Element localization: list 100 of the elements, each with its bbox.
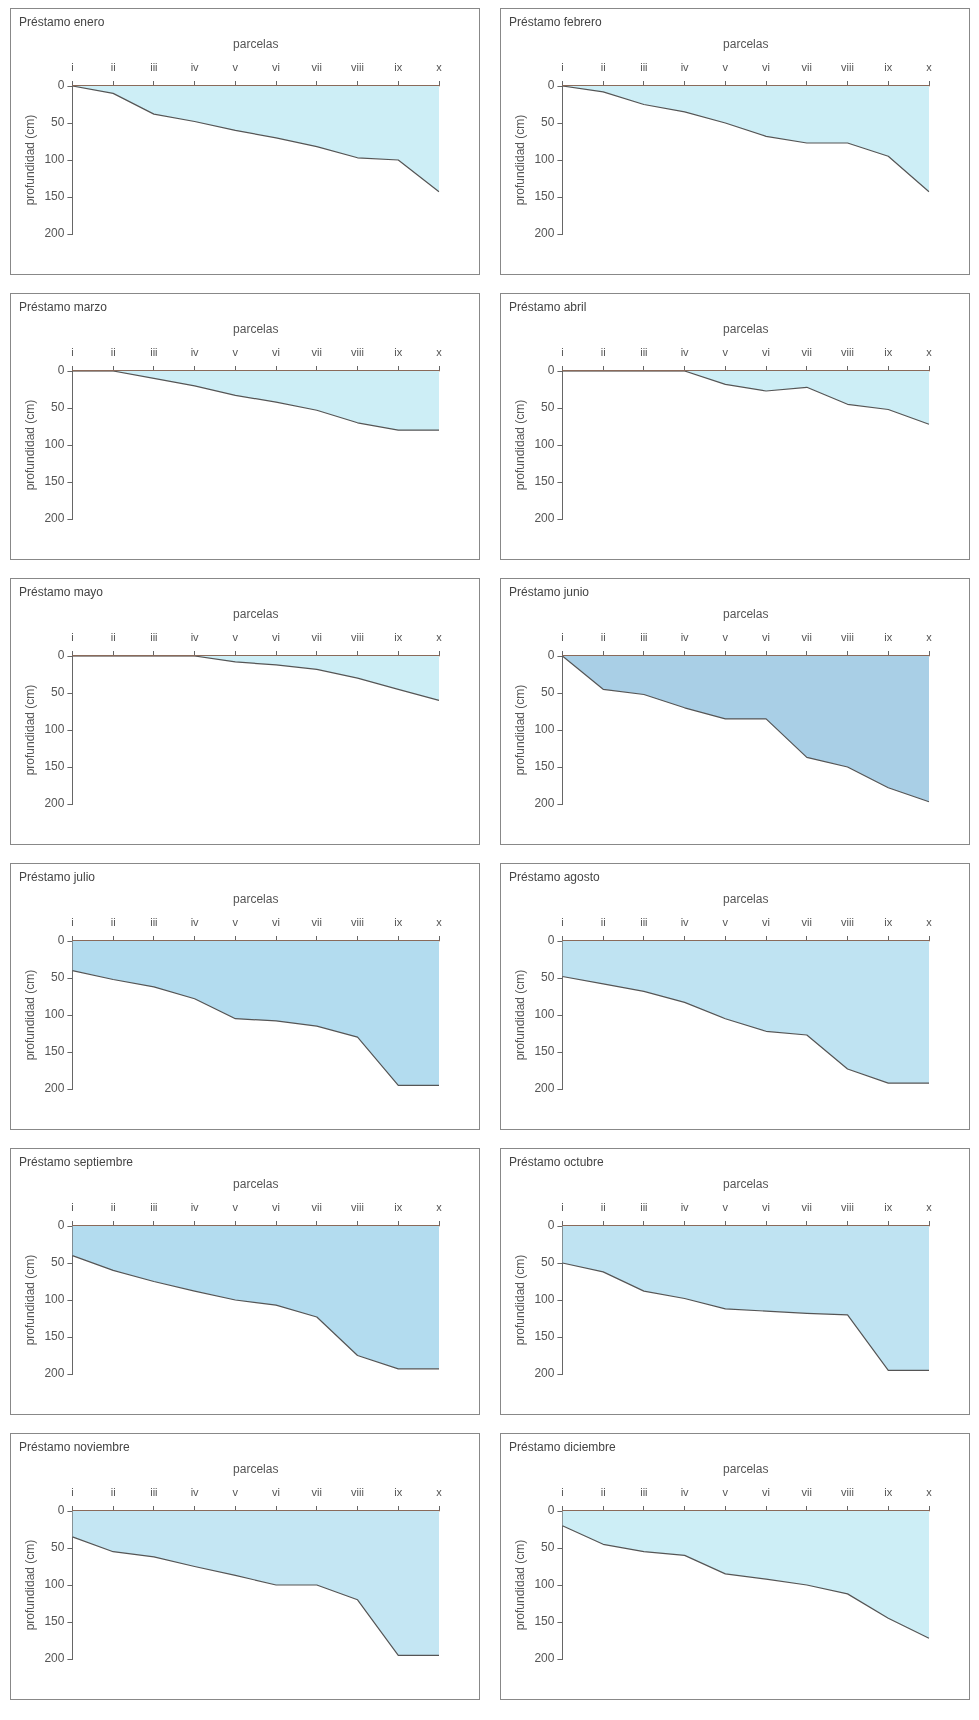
x-tick-label: iii: [150, 1201, 158, 1214]
x-tick-label: vii: [801, 1486, 812, 1499]
y-tick-label: 0: [547, 78, 555, 93]
x-tick-label: iv: [680, 631, 690, 644]
y-tick-label: 200: [44, 1081, 65, 1096]
y-tick-label: 0: [57, 933, 65, 948]
chart-title: Préstamo abril: [509, 299, 587, 314]
y-tick-label: 50: [51, 1540, 65, 1555]
y-tick-label: 50: [51, 685, 65, 700]
x-tick-label: iv: [190, 61, 200, 74]
y-tick-label: 200: [44, 796, 65, 811]
y-tick-label: 200: [534, 226, 555, 241]
x-tick-label: vii: [311, 61, 322, 74]
y-tick-label: 50: [541, 400, 555, 415]
y-tick-label: 100: [44, 437, 65, 452]
x-tick-label: v: [722, 346, 729, 359]
x-tick-label: ix: [884, 346, 893, 359]
x-tick-label: ix: [394, 61, 403, 74]
x-tick-label: vii: [801, 916, 812, 929]
x-axis-title: parcelas: [233, 891, 279, 906]
x-tick-label: vii: [801, 346, 812, 359]
x-tick-label: iii: [640, 631, 648, 644]
x-tick-label: i: [71, 916, 74, 929]
x-tick-label: viii: [351, 346, 364, 359]
x-axis-title: parcelas: [233, 1176, 279, 1191]
x-tick-label: vi: [272, 1201, 281, 1214]
chart-title: Préstamo julio: [19, 869, 96, 884]
x-tick-label: x: [436, 916, 443, 929]
y-tick-label: 0: [57, 1503, 65, 1518]
y-tick-label: 50: [541, 1540, 555, 1555]
x-tick-label: vi: [762, 916, 771, 929]
x-tick-label: v: [722, 916, 729, 929]
chart-title: Préstamo agosto: [509, 869, 601, 884]
x-tick-label: viii: [841, 631, 854, 644]
x-tick-label: ix: [884, 916, 893, 929]
x-tick-label: x: [436, 1486, 443, 1499]
y-tick-label: 50: [51, 400, 65, 415]
chart-title: Préstamo diciembre: [509, 1439, 617, 1454]
chart-title: Préstamo febrero: [509, 14, 603, 29]
x-tick-label: iii: [150, 631, 158, 644]
y-tick-label: 0: [547, 363, 555, 378]
x-tick-label: viii: [841, 1486, 854, 1499]
y-tick-label: 200: [534, 796, 555, 811]
y-tick-label: 200: [44, 226, 65, 241]
x-tick-label: ix: [884, 61, 893, 74]
x-tick-label: vii: [311, 1486, 322, 1499]
x-tick-label: i: [561, 1201, 564, 1214]
x-tick-label: viii: [351, 61, 364, 74]
x-tick-label: vi: [272, 1486, 281, 1499]
x-tick-label: ii: [110, 61, 116, 74]
x-tick-label: vi: [272, 916, 281, 929]
x-tick-label: ii: [600, 61, 606, 74]
x-tick-label: iv: [190, 346, 200, 359]
chart-title: Préstamo octubre: [509, 1154, 605, 1169]
x-tick-label: i: [71, 1201, 74, 1214]
y-axis-title: profundidad (cm): [512, 969, 527, 1061]
y-tick-label: 150: [44, 1614, 65, 1629]
x-tick-label: x: [926, 1201, 933, 1214]
y-tick-label: 50: [541, 970, 555, 985]
x-tick-label: iv: [680, 61, 690, 74]
x-tick-label: x: [926, 346, 933, 359]
x-tick-label: vii: [801, 631, 812, 644]
y-tick-label: 0: [57, 1218, 65, 1233]
y-tick-label: 100: [534, 722, 555, 737]
y-tick-label: 150: [534, 1329, 555, 1344]
x-tick-label: vii: [311, 631, 322, 644]
x-tick-label: v: [722, 61, 729, 74]
x-tick-label: iii: [640, 1201, 648, 1214]
chart-title: Préstamo enero: [19, 14, 105, 29]
x-axis-title: parcelas: [723, 321, 769, 336]
x-tick-label: iii: [640, 61, 648, 74]
x-tick-label: ix: [394, 631, 403, 644]
x-tick-label: vii: [801, 61, 812, 74]
y-tick-label: 100: [534, 1577, 555, 1592]
y-axis-title: profundidad (cm): [22, 1539, 37, 1631]
x-tick-label: v: [232, 916, 239, 929]
y-tick-label: 50: [541, 115, 555, 130]
y-tick-label: 100: [44, 1007, 65, 1022]
x-tick-label: iii: [150, 1486, 158, 1499]
x-tick-label: x: [926, 916, 933, 929]
y-tick-label: 0: [57, 363, 65, 378]
x-tick-label: i: [561, 1486, 564, 1499]
x-tick-label: iv: [190, 1486, 200, 1499]
x-tick-label: ix: [884, 1486, 893, 1499]
x-tick-label: v: [232, 61, 239, 74]
y-axis-title: profundidad (cm): [22, 399, 37, 491]
x-tick-label: ii: [110, 1486, 116, 1499]
x-tick-label: i: [561, 916, 564, 929]
x-tick-label: iv: [190, 631, 200, 644]
x-tick-label: viii: [841, 1201, 854, 1214]
x-tick-label: v: [722, 631, 729, 644]
y-tick-label: 0: [547, 1218, 555, 1233]
y-tick-label: 150: [534, 1614, 555, 1629]
y-tick-label: 100: [534, 1292, 555, 1307]
x-tick-label: x: [436, 1201, 443, 1214]
x-tick-label: vi: [762, 1201, 771, 1214]
y-tick-label: 50: [541, 1255, 555, 1270]
x-tick-label: v: [722, 1201, 729, 1214]
y-tick-label: 150: [534, 759, 555, 774]
x-tick-label: ix: [884, 1201, 893, 1214]
